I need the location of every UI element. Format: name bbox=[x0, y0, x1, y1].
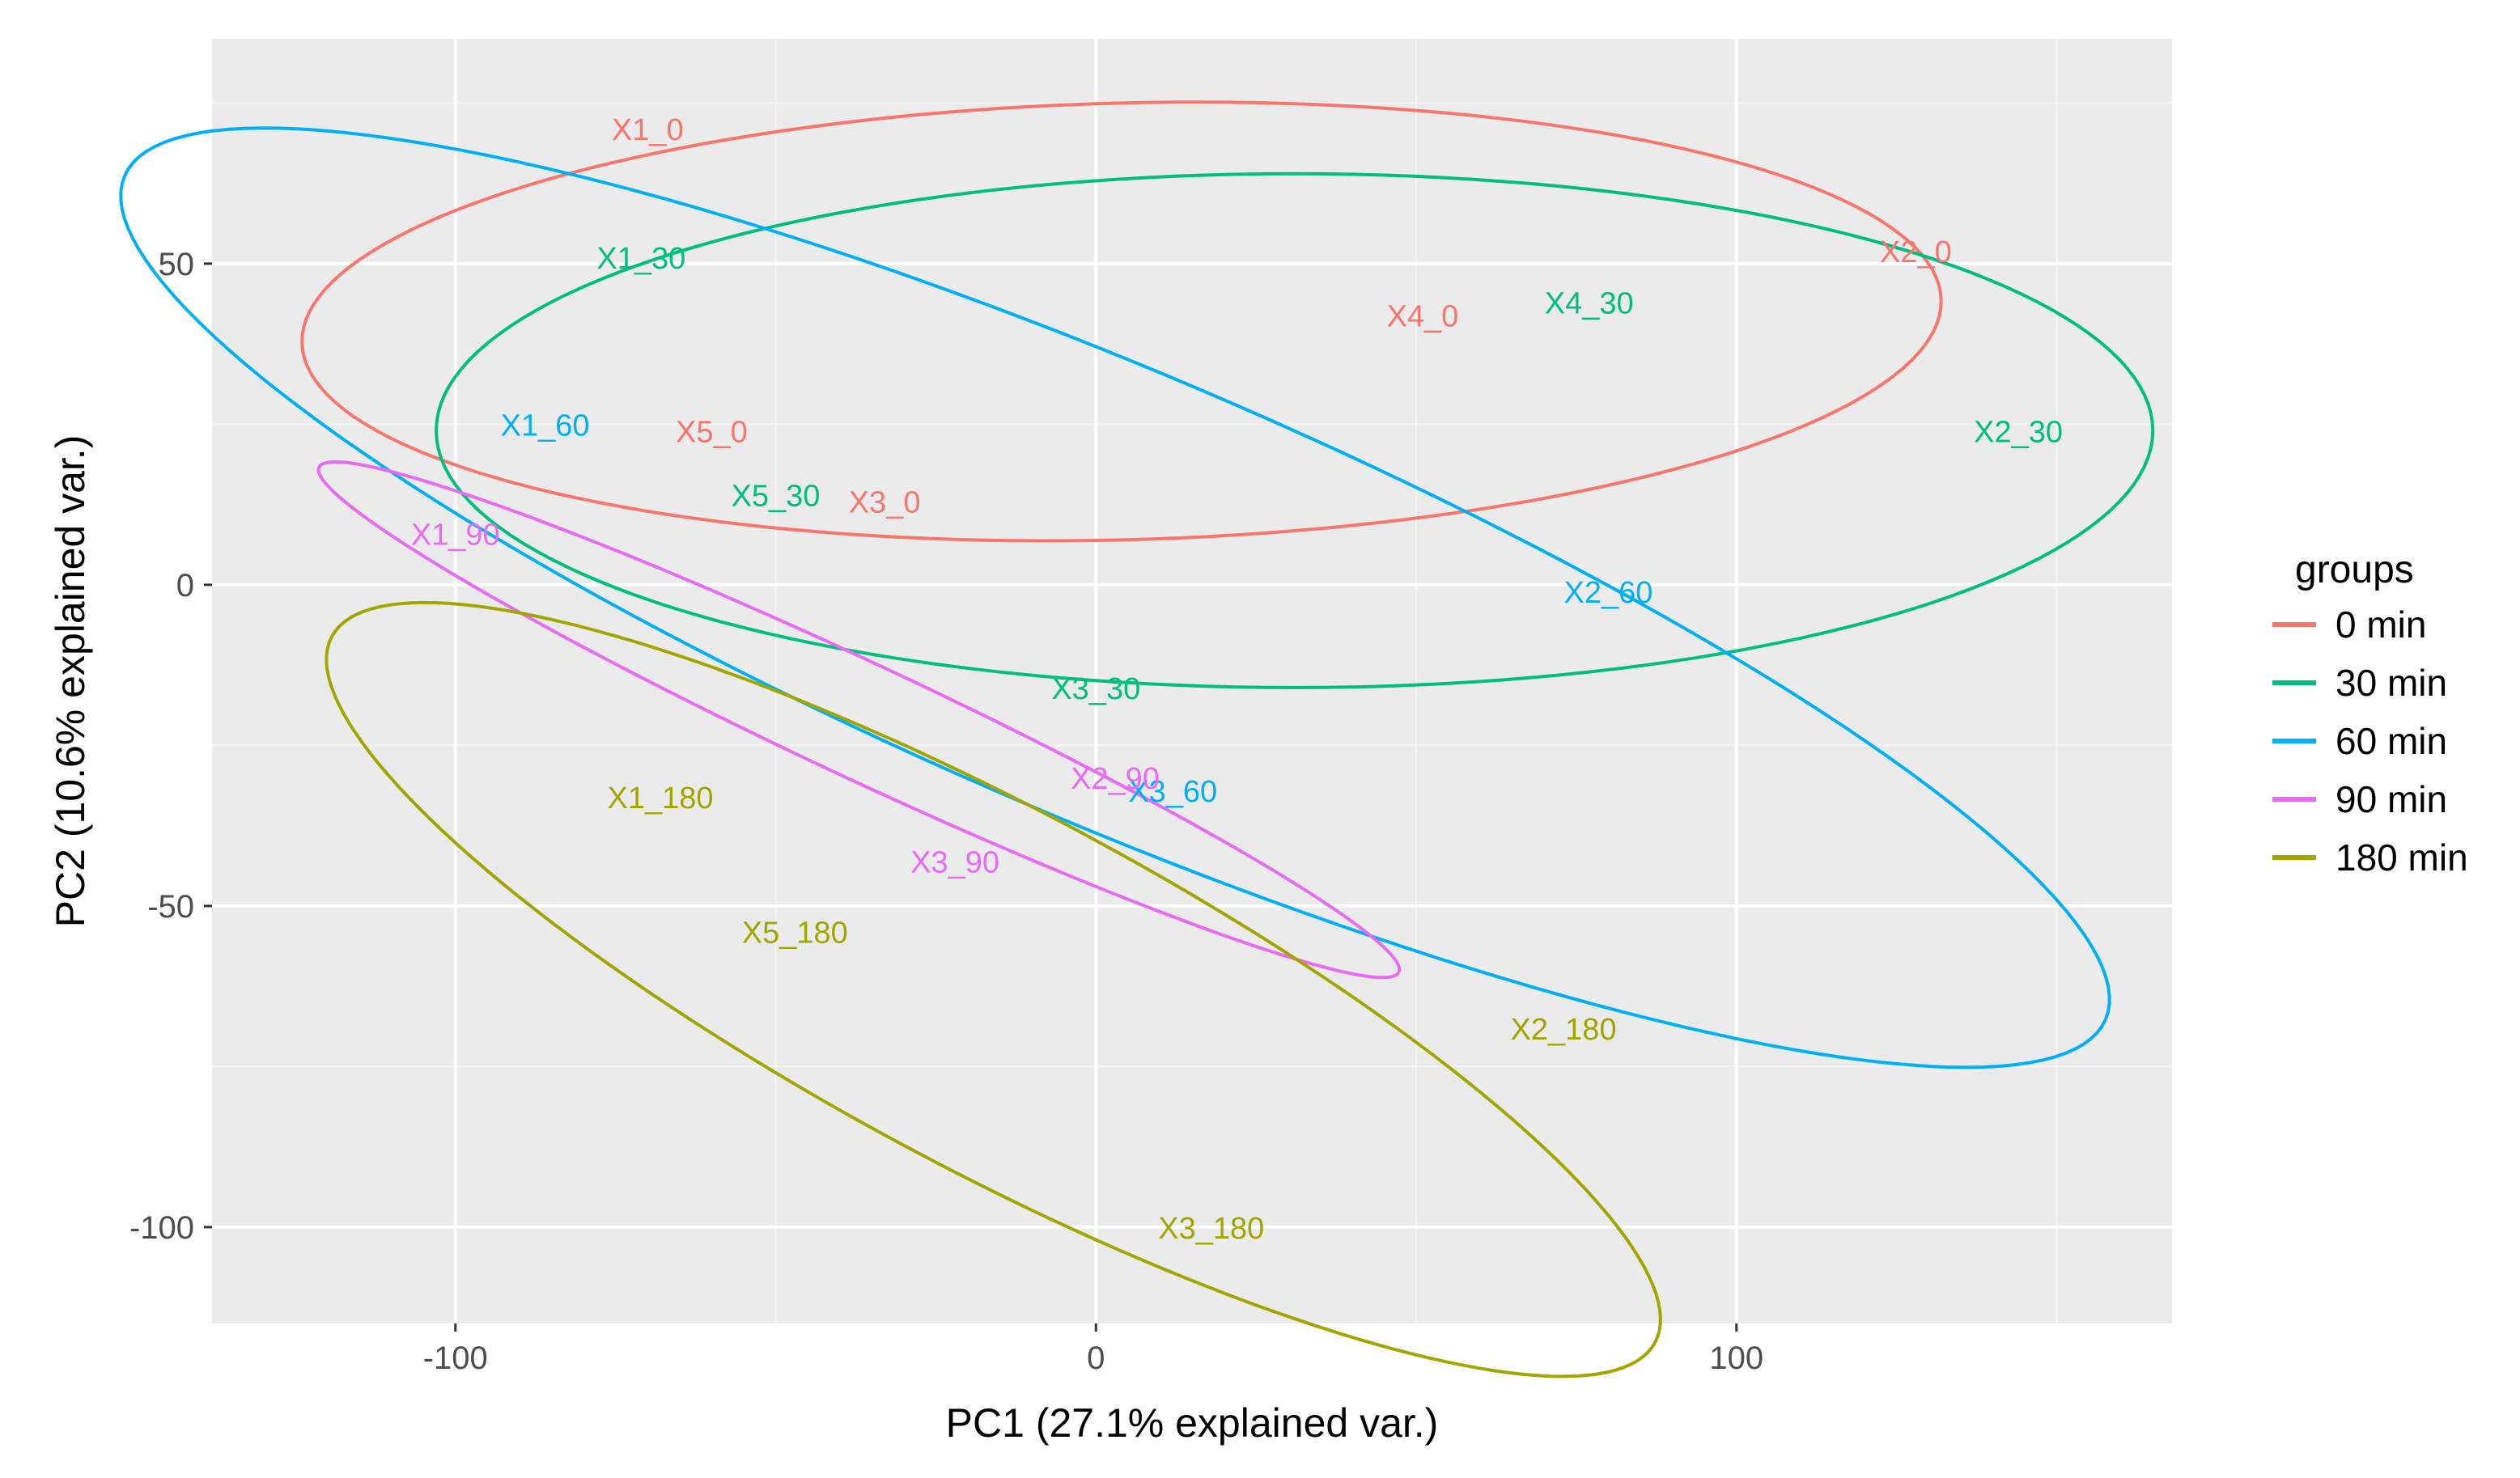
ellipses bbox=[119, 100, 2155, 1378]
point-label-X5_0: X5_0 bbox=[676, 415, 748, 449]
point-label-X3_30: X3_30 bbox=[1051, 672, 1140, 706]
plot-panel bbox=[212, 39, 2172, 1323]
ellipse-180-min bbox=[325, 600, 1662, 1378]
x-tick-label: -100 bbox=[423, 1340, 488, 1376]
ellipse-30-min bbox=[434, 172, 2155, 689]
y-tick-label: 0 bbox=[176, 568, 194, 603]
x-axis-ticks: -100 0 100 bbox=[423, 1323, 1763, 1376]
legend-title: groups bbox=[2295, 548, 2414, 591]
point-label-X2_30: X2_30 bbox=[1974, 415, 2063, 449]
point-label-X4_0: X4_0 bbox=[1387, 299, 1459, 333]
ellipse-90-min bbox=[316, 459, 1402, 980]
x-axis-title: PC1 (27.1% explained var.) bbox=[946, 1400, 1439, 1446]
legend-label-90-min: 90 min bbox=[2335, 778, 2447, 820]
legend-label-180-min: 180 min bbox=[2335, 836, 2468, 879]
point-label-X5_180: X5_180 bbox=[742, 917, 848, 951]
x-tick-label: 100 bbox=[1709, 1340, 1763, 1376]
point-label-X5_30: X5_30 bbox=[732, 480, 821, 514]
x-tick-label: 0 bbox=[1087, 1340, 1105, 1376]
point-label-X1_90: X1_90 bbox=[411, 518, 500, 552]
point-label-X1_30: X1_30 bbox=[596, 242, 685, 276]
point-label-X3_90: X3_90 bbox=[910, 845, 999, 879]
y-tick-label: -100 bbox=[129, 1210, 194, 1246]
point-label-X2_0: X2_0 bbox=[1880, 235, 1952, 269]
point-label-X3_180: X3_180 bbox=[1158, 1212, 1264, 1246]
point-label-X1_0: X1_0 bbox=[612, 113, 684, 147]
point-label-X1_180: X1_180 bbox=[608, 781, 714, 815]
point-label-X2_90: X2_90 bbox=[1071, 762, 1160, 796]
legend-label-0-min: 0 min bbox=[2335, 603, 2426, 646]
legend: groups 0 min 30 min 60 min 90 min 180 min bbox=[2272, 548, 2468, 879]
ellipse-0-min bbox=[300, 100, 1943, 543]
y-axis-ticks: -100 -50 0 50 bbox=[129, 247, 212, 1246]
point-label-X3_0: X3_0 bbox=[849, 486, 921, 520]
point-label-X2_180: X2_180 bbox=[1511, 1013, 1617, 1047]
point-label-X1_60: X1_60 bbox=[501, 409, 590, 443]
ellipse-60-min bbox=[119, 126, 2111, 1069]
point-label-X3_60: X3_60 bbox=[1128, 775, 1217, 809]
point-labels: X1_0 X2_0 X3_0 X4_0 X5_0 X1_30 X2_30 X3_30 X4_30… bbox=[411, 113, 2063, 1246]
y-tick-label: -50 bbox=[147, 889, 194, 925]
legend-label-30-min: 30 min bbox=[2335, 662, 2447, 704]
y-tick-label: 50 bbox=[159, 247, 195, 282]
legend-label-60-min: 60 min bbox=[2335, 720, 2447, 762]
point-label-X2_60: X2_60 bbox=[1564, 576, 1653, 610]
y-axis-title: PC2 (10.6% explained var.) bbox=[48, 435, 93, 928]
point-label-X4_30: X4_30 bbox=[1545, 287, 1634, 321]
